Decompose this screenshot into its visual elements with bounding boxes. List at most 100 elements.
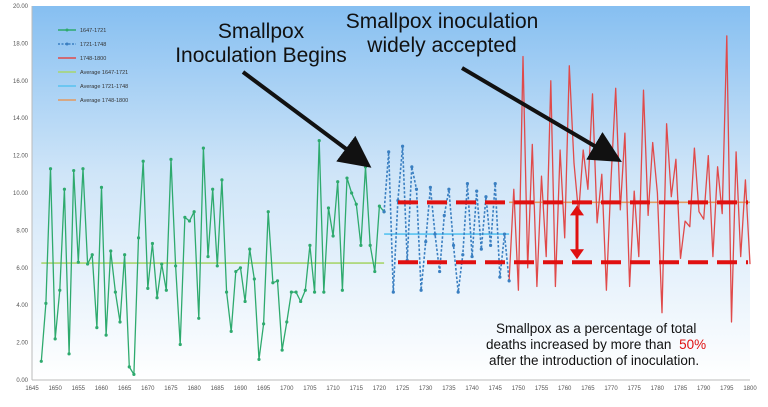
data-point: [109, 249, 113, 253]
note-line-3: after the introduction of inoculation.: [489, 353, 699, 368]
data-point: [326, 206, 331, 210]
callout-widely-accepted: Smallpox inoculation widely accepted: [346, 10, 622, 163]
note-highlight-percent: 50%: [679, 337, 706, 352]
data-point: [178, 342, 182, 347]
y-tick-label: 2.00: [16, 341, 28, 347]
x-tick-label: 1775: [628, 386, 642, 392]
y-tick-label: 10.00: [13, 191, 29, 197]
data-point: [294, 290, 298, 294]
data-point: [183, 215, 187, 219]
data-point: [53, 337, 57, 341]
data-point: [382, 210, 386, 214]
data-point: [438, 269, 442, 274]
data-point: [312, 290, 317, 294]
note-line-2: deaths increased by more than 50%: [486, 337, 706, 352]
legend: 1647-1721 1721-1748 1748-1800 Average 1647-…: [58, 28, 128, 104]
data-point: [428, 185, 432, 189]
y-tick-label: 4.00: [16, 303, 28, 309]
data-point: [484, 195, 488, 199]
data-point: [479, 247, 483, 251]
data-point: [345, 176, 349, 180]
x-tick-label: 1735: [442, 386, 456, 392]
data-point: [155, 296, 159, 300]
data-point: [136, 236, 141, 240]
x-tick-label: 1725: [396, 386, 410, 392]
data-point: [104, 333, 108, 337]
x-tick-label: 1780: [651, 386, 665, 392]
y-tick-labels: 0.00 2.00 4.00 6.00 8.00 10.00 12.00 14.00 16.00…: [13, 4, 29, 384]
legend-label: 1647-1721: [80, 28, 106, 34]
data-point: [493, 182, 497, 186]
legend-label: Average 1748-1800: [80, 98, 128, 104]
x-tick-label: 1745: [489, 386, 503, 392]
data-point: [234, 269, 238, 274]
data-point: [507, 279, 511, 283]
data-point: [229, 329, 233, 333]
data-point: [81, 167, 85, 171]
data-point: [160, 262, 164, 266]
data-point: [197, 316, 201, 320]
callout-1-line-2: Inoculation Begins: [175, 44, 347, 67]
x-tick-label: 1710: [326, 386, 340, 392]
x-tick-label: 1680: [187, 386, 201, 392]
data-point: [44, 301, 48, 305]
x-tick-label: 1665: [118, 386, 132, 392]
x-tick-label: 1715: [350, 386, 364, 392]
data-point: [127, 365, 131, 369]
data-point: [146, 286, 150, 290]
x-tick-label: 1645: [25, 386, 39, 392]
note-block: Smallpox as a percentage of total deaths…: [486, 321, 706, 368]
data-point: [289, 290, 294, 294]
data-point: [368, 243, 372, 247]
x-tick-label: 1720: [373, 386, 387, 392]
x-tick-label: 1800: [743, 386, 757, 392]
x-tick-label: 1705: [303, 386, 317, 392]
data-point: [424, 240, 428, 244]
y-tick-label: 20.00: [13, 4, 29, 10]
data-point: [39, 359, 43, 363]
data-point: [340, 288, 344, 292]
data-point: [113, 290, 117, 294]
callout-2-arrow: [460, 66, 622, 163]
data-point: [220, 178, 224, 182]
data-point: [475, 189, 479, 193]
data-point: [85, 262, 90, 266]
data-point: [498, 275, 502, 279]
x-tick-label: 1785: [674, 386, 688, 392]
data-point: [308, 243, 312, 247]
x-tick-label: 1695: [257, 386, 271, 392]
data-point: [280, 348, 284, 352]
x-tick-label: 1750: [512, 386, 526, 392]
increase-double-arrow: [570, 205, 584, 260]
data-point: [299, 299, 303, 304]
callout-2-line-2: widely accepted: [366, 34, 516, 57]
y-tick-label: 8.00: [16, 228, 28, 234]
data-point: [211, 187, 215, 191]
data-point: [72, 168, 76, 173]
data-point: [169, 157, 173, 161]
data-point: [451, 243, 456, 247]
data-point: [206, 254, 210, 259]
data-point: [252, 277, 256, 281]
x-tick-label: 1685: [211, 386, 225, 392]
data-point: [48, 167, 53, 171]
data-point: [271, 281, 275, 285]
data-point: [391, 290, 395, 294]
data-point: [447, 187, 451, 191]
data-point: [470, 254, 474, 259]
data-point: [502, 232, 507, 236]
data-point: [317, 139, 321, 143]
data-point: [262, 322, 266, 326]
data-point: [336, 180, 340, 184]
legend-label: Average 1721-1748: [80, 84, 128, 90]
note-line-2-text: deaths increased by more than: [486, 337, 671, 352]
data-point: [224, 290, 229, 294]
legend-marker: [65, 28, 69, 32]
data-point: [215, 264, 219, 268]
y-tick-label: 18.00: [13, 41, 29, 47]
data-point: [350, 191, 354, 195]
y-tick-label: 6.00: [16, 266, 28, 272]
series-line-2: [508, 35, 751, 323]
data-point: [488, 243, 493, 247]
x-tick-label: 1755: [535, 386, 549, 392]
